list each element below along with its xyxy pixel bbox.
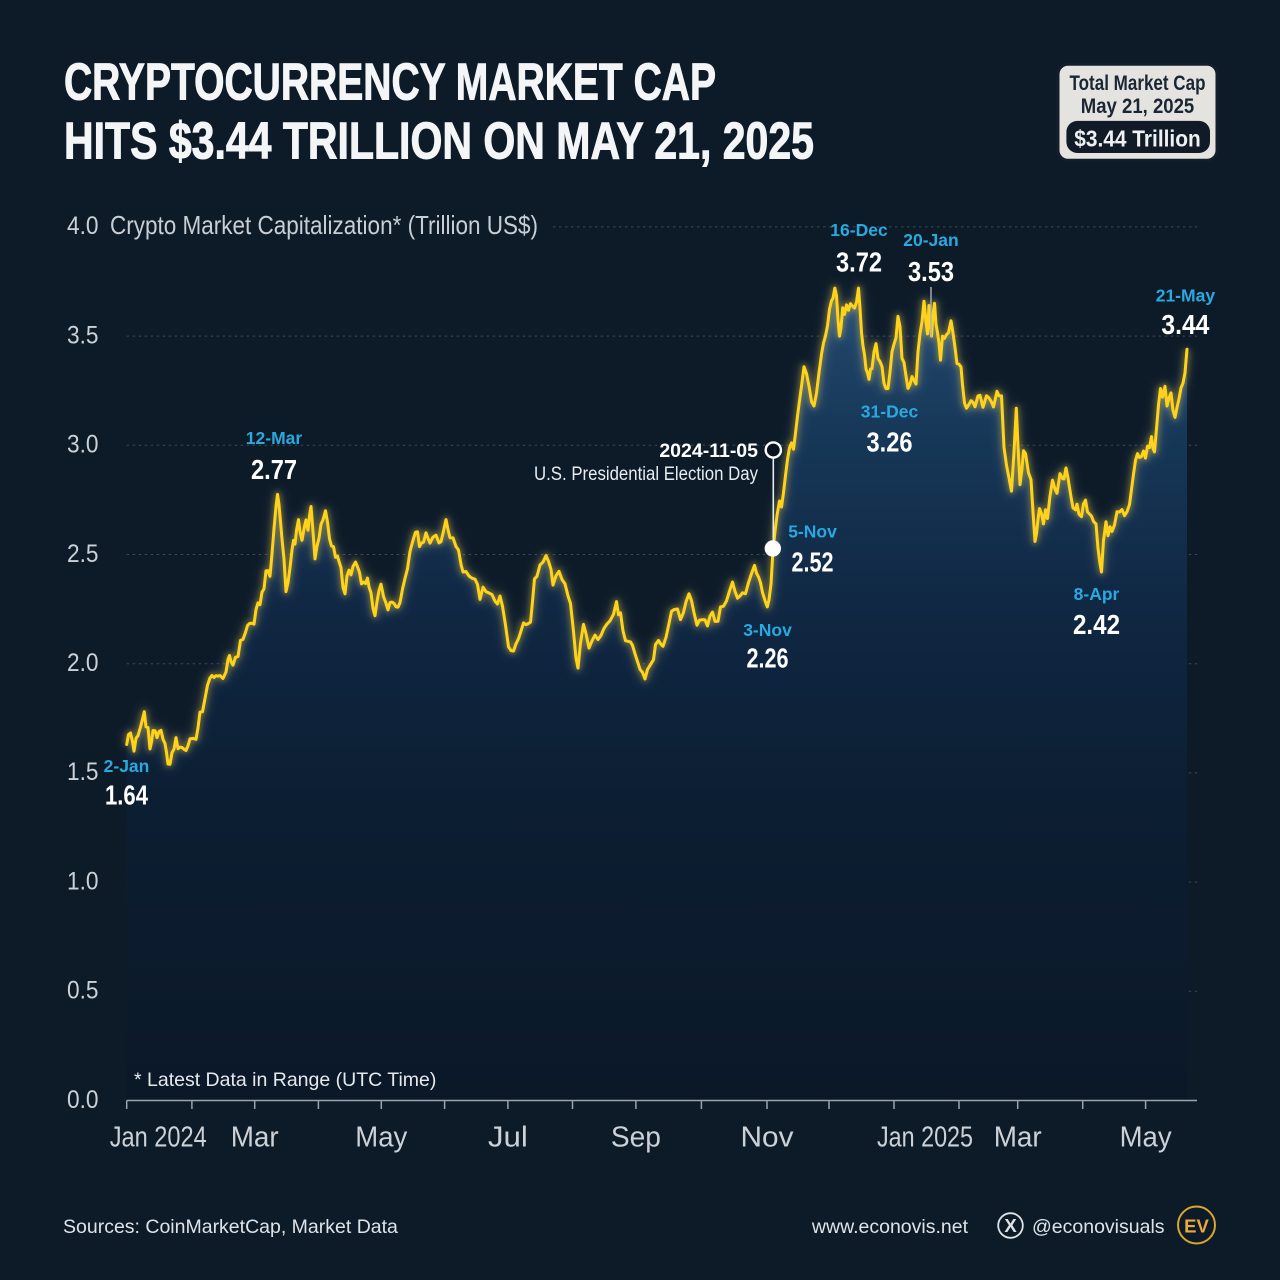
svg-text:3-Nov: 3-Nov <box>743 620 792 640</box>
svg-text:* Latest Data in Range (UTC Ti: * Latest Data in Range (UTC Time) <box>134 1069 436 1091</box>
svg-text:8-Apr: 8-Apr <box>1074 584 1120 604</box>
svg-text:0.5: 0.5 <box>67 977 99 1005</box>
svg-text:2.77: 2.77 <box>251 454 297 485</box>
svg-text:X: X <box>1004 1215 1017 1236</box>
svg-text:EV: EV <box>1184 1216 1209 1237</box>
svg-text:1.0: 1.0 <box>67 867 99 895</box>
svg-text:21-May: 21-May <box>1156 286 1216 306</box>
svg-text:2.26: 2.26 <box>747 643 789 674</box>
svg-text:31-Dec: 31-Dec <box>861 401 919 421</box>
svg-text:4.0: 4.0 <box>67 212 99 240</box>
svg-text:3.53: 3.53 <box>908 256 954 287</box>
svg-text:16-Dec: 16-Dec <box>830 220 888 240</box>
svg-text:May: May <box>355 1122 408 1154</box>
svg-text:Crypto Market Capitalization*: Crypto Market Capitalization* (Trillion … <box>110 210 538 240</box>
svg-text:2.5: 2.5 <box>67 540 99 568</box>
svg-text:3.72: 3.72 <box>836 247 882 278</box>
svg-text:1.5: 1.5 <box>67 758 99 786</box>
svg-text:CRYPTOCURRENCY MARKET CAP: CRYPTOCURRENCY MARKET CAP <box>64 53 716 111</box>
svg-text:20-Jan: 20-Jan <box>903 230 958 250</box>
svg-text:@econovisuals: @econovisuals <box>1032 1216 1165 1238</box>
svg-text:Jan 2025: Jan 2025 <box>877 1122 973 1154</box>
svg-text:3.0: 3.0 <box>67 431 99 459</box>
svg-text:0.0: 0.0 <box>67 1086 99 1114</box>
svg-text:May: May <box>1120 1122 1173 1154</box>
svg-text:2.0: 2.0 <box>67 649 99 677</box>
svg-text:3.44: 3.44 <box>1161 309 1210 340</box>
svg-text:1.64: 1.64 <box>105 780 149 811</box>
svg-text:May 21, 2025: May 21, 2025 <box>1081 95 1195 118</box>
svg-text:Sep: Sep <box>611 1122 661 1154</box>
svg-text:Sources: CoinMarketCap, Market: Sources: CoinMarketCap, Market Data <box>63 1216 398 1238</box>
svg-text:Mar: Mar <box>231 1122 279 1154</box>
svg-text:2024-11-05: 2024-11-05 <box>659 440 758 462</box>
svg-text:U.S. Presidential Election Day: U.S. Presidential Election Day <box>534 464 758 485</box>
svg-text:5-Nov: 5-Nov <box>788 522 837 542</box>
svg-text:Nov: Nov <box>741 1122 795 1154</box>
svg-text:2.42: 2.42 <box>1073 609 1120 640</box>
svg-text:Mar: Mar <box>994 1122 1042 1154</box>
svg-text:2.52: 2.52 <box>792 547 834 578</box>
svg-text:Total Market Cap: Total Market Cap <box>1070 72 1206 95</box>
svg-text:$3.44 Trillion: $3.44 Trillion <box>1074 126 1201 152</box>
svg-text:HITS $3.44 TRILLION ON MAY 21,: HITS $3.44 TRILLION ON MAY 21, 2025 <box>64 112 814 170</box>
svg-text:2-Jan: 2-Jan <box>104 756 150 776</box>
svg-text:12-Mar: 12-Mar <box>246 428 303 448</box>
svg-text:www.econovis.net: www.econovis.net <box>811 1216 969 1238</box>
svg-text:3.26: 3.26 <box>867 426 913 457</box>
svg-text:Jul: Jul <box>488 1122 528 1154</box>
svg-text:3.5: 3.5 <box>67 321 99 349</box>
svg-text:Jan 2024: Jan 2024 <box>110 1122 207 1154</box>
